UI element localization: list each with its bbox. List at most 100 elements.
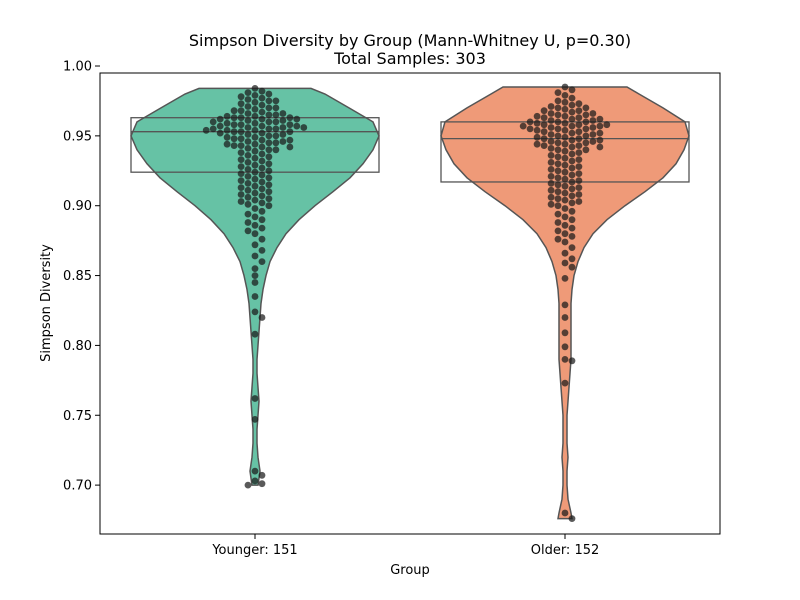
- data-point: [258, 157, 266, 165]
- x-axis-ticks: Younger: 151 Older: 152: [211, 534, 599, 558]
- data-point: [251, 279, 259, 286]
- data-point: [265, 188, 273, 196]
- data-point: [561, 168, 569, 176]
- data-point: [244, 124, 252, 131]
- data-point: [265, 90, 273, 98]
- data-point: [258, 235, 266, 243]
- data-point: [265, 125, 273, 133]
- data-point: [293, 115, 301, 123]
- data-point: [554, 132, 562, 140]
- data-point: [216, 129, 224, 137]
- data-point: [575, 184, 583, 192]
- data-point: [251, 477, 259, 485]
- data-point: [244, 131, 252, 138]
- data-point: [258, 136, 266, 144]
- data-point: [561, 509, 569, 517]
- y-axis-label: Simpson Diversity: [39, 244, 54, 362]
- data-point: [258, 94, 266, 102]
- data-point: [251, 85, 259, 92]
- data-point: [554, 104, 562, 112]
- data-point: [230, 142, 238, 150]
- data-point: [230, 128, 238, 136]
- data-point: [568, 216, 576, 224]
- data-point: [547, 173, 555, 180]
- data-point: [554, 125, 562, 133]
- data-point: [237, 100, 245, 108]
- y-tick-label: 0.95: [63, 129, 92, 144]
- y-tick-label: 0.70: [63, 479, 92, 494]
- data-point: [216, 115, 224, 123]
- data-point: [561, 238, 569, 246]
- data-point: [554, 167, 562, 175]
- data-point: [526, 118, 534, 126]
- data-point: [251, 252, 259, 260]
- data-point: [547, 180, 555, 187]
- data-point: [244, 166, 252, 173]
- data-point: [265, 97, 273, 105]
- data-point: [533, 119, 541, 127]
- data-point: [251, 272, 259, 279]
- data-point: [293, 122, 301, 130]
- data-point: [237, 170, 245, 178]
- data-point: [258, 224, 266, 232]
- data-point: [237, 121, 245, 129]
- data-point: [237, 142, 245, 150]
- data-point: [251, 98, 259, 106]
- chart-subtitle: Total Samples: 303: [333, 49, 486, 68]
- data-point: [202, 126, 210, 134]
- data-point: [568, 255, 576, 263]
- data-point: [575, 100, 583, 108]
- data-point: [561, 329, 569, 337]
- data-point: [561, 133, 569, 141]
- data-point: [251, 467, 259, 475]
- data-point: [237, 191, 245, 198]
- data-point: [589, 110, 597, 117]
- data-point: [244, 173, 252, 180]
- data-point: [286, 114, 294, 122]
- data-point: [533, 133, 541, 141]
- data-point: [251, 205, 259, 212]
- data-point: [265, 181, 273, 189]
- data-point: [582, 125, 590, 133]
- data-point: [575, 142, 583, 150]
- data-point: [258, 178, 266, 186]
- data-point: [258, 108, 266, 116]
- data-point: [244, 96, 252, 103]
- data-point: [547, 124, 555, 131]
- data-point: [554, 160, 562, 168]
- data-point: [251, 105, 259, 113]
- data-point: [547, 200, 555, 208]
- data-point: [265, 167, 273, 175]
- data-point: [237, 149, 245, 157]
- data-point: [582, 111, 590, 119]
- y-tick-label: 1.00: [63, 60, 92, 75]
- data-point: [251, 293, 259, 300]
- data-point: [286, 143, 294, 151]
- data-point: [258, 87, 266, 95]
- data-point: [568, 115, 576, 123]
- y-tick-label: 0.75: [63, 409, 92, 424]
- data-point: [540, 142, 548, 150]
- y-axis-ticks: 0.70 0.75 0.80 0.85 0.90 0.95 1.00: [63, 60, 100, 494]
- data-point: [561, 259, 569, 267]
- data-point: [533, 126, 541, 134]
- data-point: [279, 138, 287, 145]
- data-point: [251, 92, 259, 99]
- data-point: [251, 154, 259, 162]
- x-tick-label: Younger: 151: [211, 543, 297, 558]
- data-point: [554, 181, 562, 189]
- x-axis-label: Group: [390, 563, 430, 578]
- data-point: [561, 301, 569, 309]
- data-point: [258, 480, 266, 488]
- data-point: [272, 125, 280, 133]
- data-point: [568, 357, 576, 365]
- data-point: [575, 191, 583, 198]
- data-point: [265, 146, 273, 154]
- data-point: [575, 107, 583, 115]
- data-point: [237, 114, 245, 122]
- data-point: [554, 210, 562, 218]
- data-point: [258, 199, 266, 207]
- data-point: [216, 122, 224, 130]
- data-point: [244, 481, 252, 489]
